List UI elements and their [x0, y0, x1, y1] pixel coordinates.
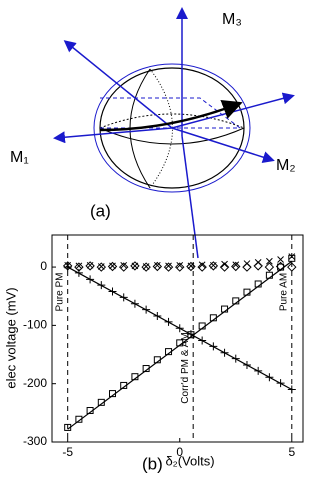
marker-plus [119, 293, 128, 302]
marker-diamond [85, 261, 95, 271]
marker-plus [74, 268, 83, 277]
marker-plus [209, 342, 218, 351]
y-tick-label: -100 [23, 318, 47, 332]
marker-cross [288, 253, 296, 260]
caption: (b) [142, 454, 163, 473]
marker-diamond [264, 262, 275, 272]
plot-frame [51, 234, 304, 443]
marker-plus [198, 336, 207, 345]
marker-plus [142, 305, 151, 314]
marker-cross [198, 261, 206, 269]
marker-cross [109, 262, 116, 270]
marker-square [75, 415, 83, 423]
marker-plus [276, 379, 285, 388]
marker-cross [210, 261, 217, 269]
marker-square [265, 271, 273, 279]
marker-square [176, 339, 184, 347]
marker-square [64, 423, 72, 431]
marker-square [209, 314, 217, 322]
marker-square [243, 288, 251, 296]
marker-diamond [186, 261, 196, 272]
y-tick-label: -300 [23, 434, 47, 448]
marker-plus [130, 299, 139, 308]
annotation: Pure PM [54, 273, 65, 312]
marker-plus [265, 373, 274, 382]
marker-plus [231, 354, 240, 363]
marker-square [131, 373, 139, 381]
marker-plus [242, 361, 251, 370]
marker-plus [175, 324, 184, 333]
axis-label: M₂ [276, 157, 296, 174]
marker-diamond [231, 261, 241, 272]
marker-plus [86, 275, 95, 284]
x-tick-label: -5 [62, 445, 73, 459]
marker-cross [254, 259, 262, 266]
marker-plus [108, 287, 117, 296]
marker-diamond [96, 262, 107, 272]
marker-square [109, 390, 117, 398]
marker-square [97, 398, 105, 406]
marker-square [277, 263, 285, 271]
marker-cross [277, 256, 284, 263]
y-tick-label: 0 [40, 259, 47, 273]
marker-diamond [141, 262, 151, 272]
marker-diamond [152, 261, 163, 272]
axis-label: M₃ [222, 11, 242, 28]
marker-square [153, 356, 161, 364]
figure: M₃ M₁ M₂ (a) (b) δ₂(Volts) elec voltage … [3, 7, 304, 473]
marker-square [198, 322, 206, 330]
x-axis-label: δ₂(Volts) [165, 453, 214, 468]
marker-diamond [287, 262, 297, 272]
marker-diamond [163, 262, 174, 272]
marker-cross [176, 261, 184, 269]
marker-square [165, 348, 173, 356]
marker-square [187, 331, 195, 339]
marker-cross [86, 261, 94, 269]
marker-square [142, 365, 150, 373]
marker-cross [165, 262, 172, 270]
marker-square [221, 305, 229, 313]
fit-line [67, 260, 293, 430]
annotation: Corr'd PM & AM [180, 332, 191, 403]
marker-cross [153, 261, 161, 269]
marker-plus [254, 366, 263, 375]
axis-label: M₁ [10, 149, 29, 166]
marker-diamond [107, 261, 118, 272]
marker-cross [97, 263, 105, 270]
page: M₃ M₁ M₂ (a) (b) δ₂(Volts) elec voltage … [3, 7, 304, 474]
marker-plus [63, 263, 72, 272]
marker-cross [232, 261, 240, 269]
marker-square [288, 254, 296, 262]
marker-square [86, 407, 94, 415]
marker-cross [131, 262, 139, 270]
marker-square [232, 297, 240, 305]
marker-plus [287, 385, 296, 394]
marker-diamond [219, 262, 230, 272]
marker-diamond [130, 261, 140, 271]
marker-cross [120, 261, 128, 269]
y-axis-label: elec voltage (mV) [3, 287, 18, 388]
marker-diamond [119, 262, 129, 272]
marker-cross [75, 262, 83, 270]
y-tick-label: -200 [23, 376, 47, 390]
marker-square [120, 381, 128, 389]
annotation: Pure AM [278, 273, 289, 311]
x-tick-label: 0 [176, 445, 183, 459]
caption: (a) [90, 201, 111, 220]
marker-cross [266, 257, 273, 265]
marker-plus [220, 348, 229, 357]
marker-diamond [197, 262, 207, 272]
marker-square [254, 280, 262, 288]
marker-plus [97, 281, 106, 290]
marker-plus [164, 317, 173, 326]
marker-plus [153, 312, 162, 321]
marker-cross [142, 263, 150, 270]
marker-cross [187, 262, 195, 270]
marker-cross [243, 260, 251, 267]
x-tick-label: 5 [288, 445, 295, 459]
sphere-diagram: M₃ M₁ M₂ (a) [10, 7, 296, 259]
marker-cross [221, 260, 228, 268]
marker-diamond [208, 261, 219, 271]
marker-diamond [175, 262, 185, 272]
